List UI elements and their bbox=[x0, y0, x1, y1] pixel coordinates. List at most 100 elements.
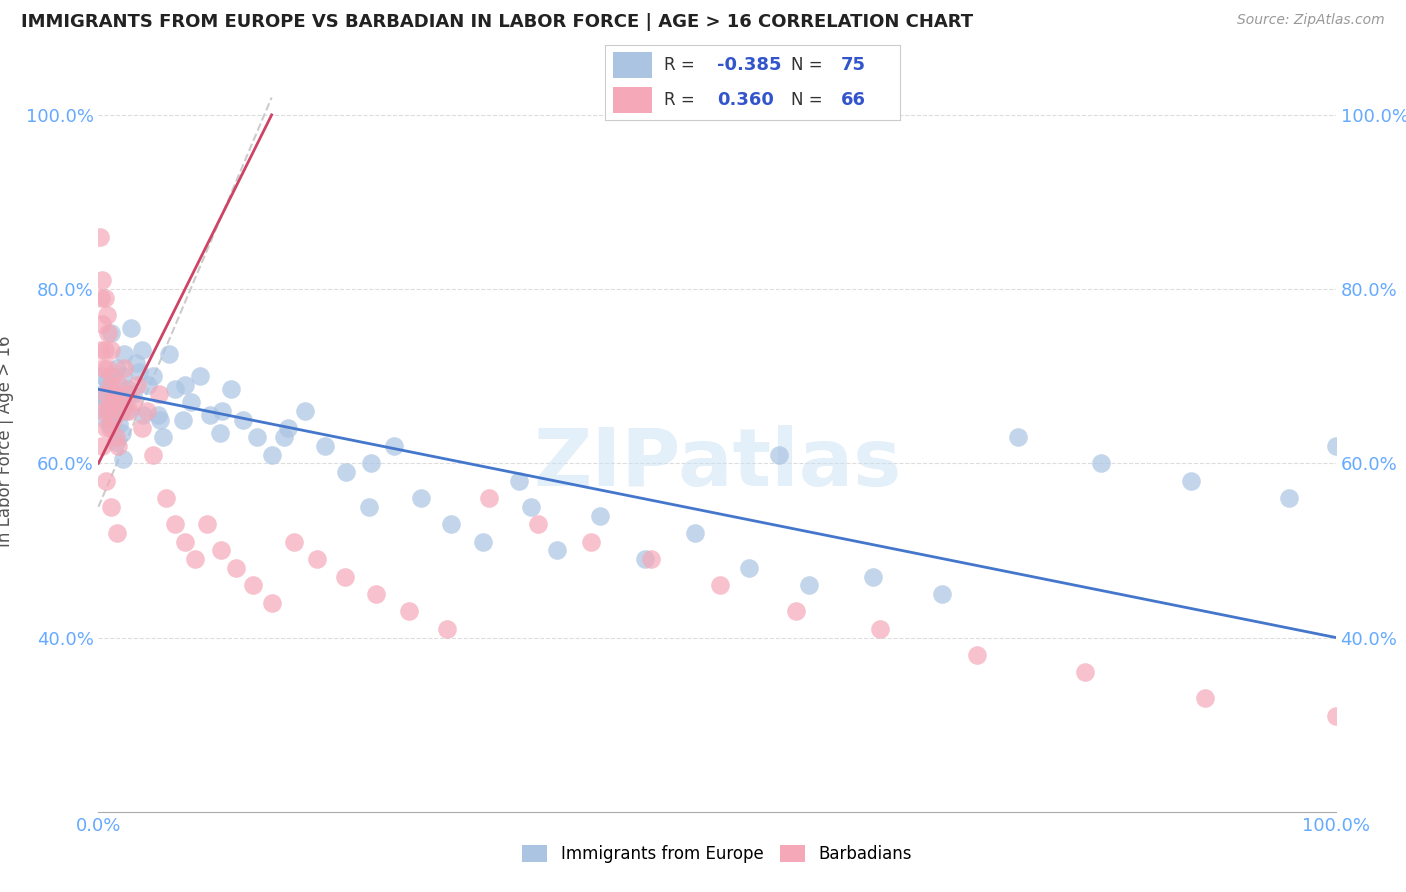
Point bbox=[118, 404, 141, 418]
Point bbox=[242, 578, 264, 592]
Point bbox=[100, 343, 122, 357]
Point bbox=[105, 395, 128, 409]
Point bbox=[115, 386, 138, 401]
Point bbox=[709, 578, 731, 592]
Point bbox=[131, 421, 153, 435]
Point bbox=[142, 369, 165, 384]
Point bbox=[93, 404, 115, 418]
Point bbox=[588, 508, 610, 523]
Point bbox=[91, 317, 114, 331]
Point bbox=[198, 409, 221, 423]
Point bbox=[90, 386, 112, 401]
Point bbox=[148, 386, 170, 401]
Point bbox=[105, 526, 128, 541]
Point bbox=[98, 417, 121, 431]
Point bbox=[98, 378, 121, 392]
Point bbox=[398, 604, 420, 618]
Point bbox=[277, 421, 299, 435]
Point bbox=[283, 534, 305, 549]
Text: ZIPatlas: ZIPatlas bbox=[533, 425, 901, 503]
Point bbox=[335, 465, 357, 479]
Point bbox=[96, 374, 118, 388]
Point bbox=[96, 360, 118, 375]
Point bbox=[174, 534, 197, 549]
Point bbox=[785, 604, 807, 618]
Point bbox=[314, 439, 336, 453]
Point bbox=[232, 413, 254, 427]
Point bbox=[359, 500, 381, 514]
Point bbox=[219, 382, 242, 396]
Point bbox=[1180, 474, 1202, 488]
Point bbox=[101, 404, 124, 418]
FancyBboxPatch shape bbox=[613, 87, 652, 112]
Point bbox=[640, 552, 662, 566]
Point bbox=[107, 391, 129, 405]
Point bbox=[209, 543, 232, 558]
Point bbox=[797, 578, 820, 592]
Point bbox=[360, 456, 382, 470]
Y-axis label: In Labor Force | Age > 16: In Labor Force | Age > 16 bbox=[0, 335, 14, 548]
Point bbox=[94, 386, 117, 401]
Point bbox=[364, 587, 387, 601]
Point bbox=[100, 382, 122, 396]
Point bbox=[107, 439, 129, 453]
Point bbox=[862, 569, 884, 583]
Text: 75: 75 bbox=[841, 56, 866, 74]
Point bbox=[1324, 439, 1347, 453]
Point bbox=[122, 386, 145, 401]
Text: -0.385: -0.385 bbox=[717, 56, 782, 74]
Point bbox=[89, 230, 111, 244]
Point bbox=[97, 404, 120, 418]
Point bbox=[96, 308, 118, 322]
Legend: Immigrants from Europe, Barbadians: Immigrants from Europe, Barbadians bbox=[516, 838, 918, 870]
Text: 0.360: 0.360 bbox=[717, 91, 773, 109]
Point bbox=[208, 425, 231, 440]
Point bbox=[94, 474, 117, 488]
Point bbox=[90, 291, 112, 305]
Point bbox=[1194, 691, 1216, 706]
Point bbox=[869, 622, 891, 636]
Point bbox=[146, 409, 169, 423]
Point bbox=[104, 430, 127, 444]
Point bbox=[112, 360, 135, 375]
Point bbox=[184, 552, 207, 566]
Point bbox=[520, 500, 543, 514]
Text: R =: R = bbox=[664, 91, 700, 109]
Point bbox=[103, 386, 125, 401]
Point bbox=[165, 382, 187, 396]
Point bbox=[149, 413, 172, 427]
FancyBboxPatch shape bbox=[613, 52, 652, 78]
Point bbox=[966, 648, 988, 662]
Point bbox=[472, 534, 495, 549]
Point bbox=[101, 369, 124, 384]
Point bbox=[108, 417, 131, 431]
Point bbox=[260, 596, 283, 610]
Text: N =: N = bbox=[790, 91, 828, 109]
Point bbox=[108, 378, 131, 392]
Text: R =: R = bbox=[664, 56, 700, 74]
Point bbox=[579, 534, 602, 549]
Point bbox=[91, 400, 114, 414]
Point bbox=[100, 500, 122, 514]
Point bbox=[125, 378, 148, 392]
Point bbox=[122, 395, 145, 409]
Point bbox=[211, 404, 233, 418]
Point bbox=[110, 400, 132, 414]
Point bbox=[157, 347, 180, 361]
Point bbox=[1007, 430, 1029, 444]
Point bbox=[93, 391, 115, 405]
Point bbox=[188, 369, 211, 384]
Point bbox=[112, 347, 135, 361]
Point bbox=[411, 491, 433, 505]
Point bbox=[931, 587, 953, 601]
Point bbox=[1073, 665, 1095, 680]
Point bbox=[172, 413, 194, 427]
Point bbox=[105, 360, 128, 375]
Point bbox=[225, 561, 247, 575]
Point bbox=[155, 491, 177, 505]
Point bbox=[1324, 709, 1347, 723]
Point bbox=[100, 395, 122, 409]
Point bbox=[114, 404, 136, 418]
Point bbox=[180, 395, 202, 409]
Point bbox=[91, 439, 114, 453]
